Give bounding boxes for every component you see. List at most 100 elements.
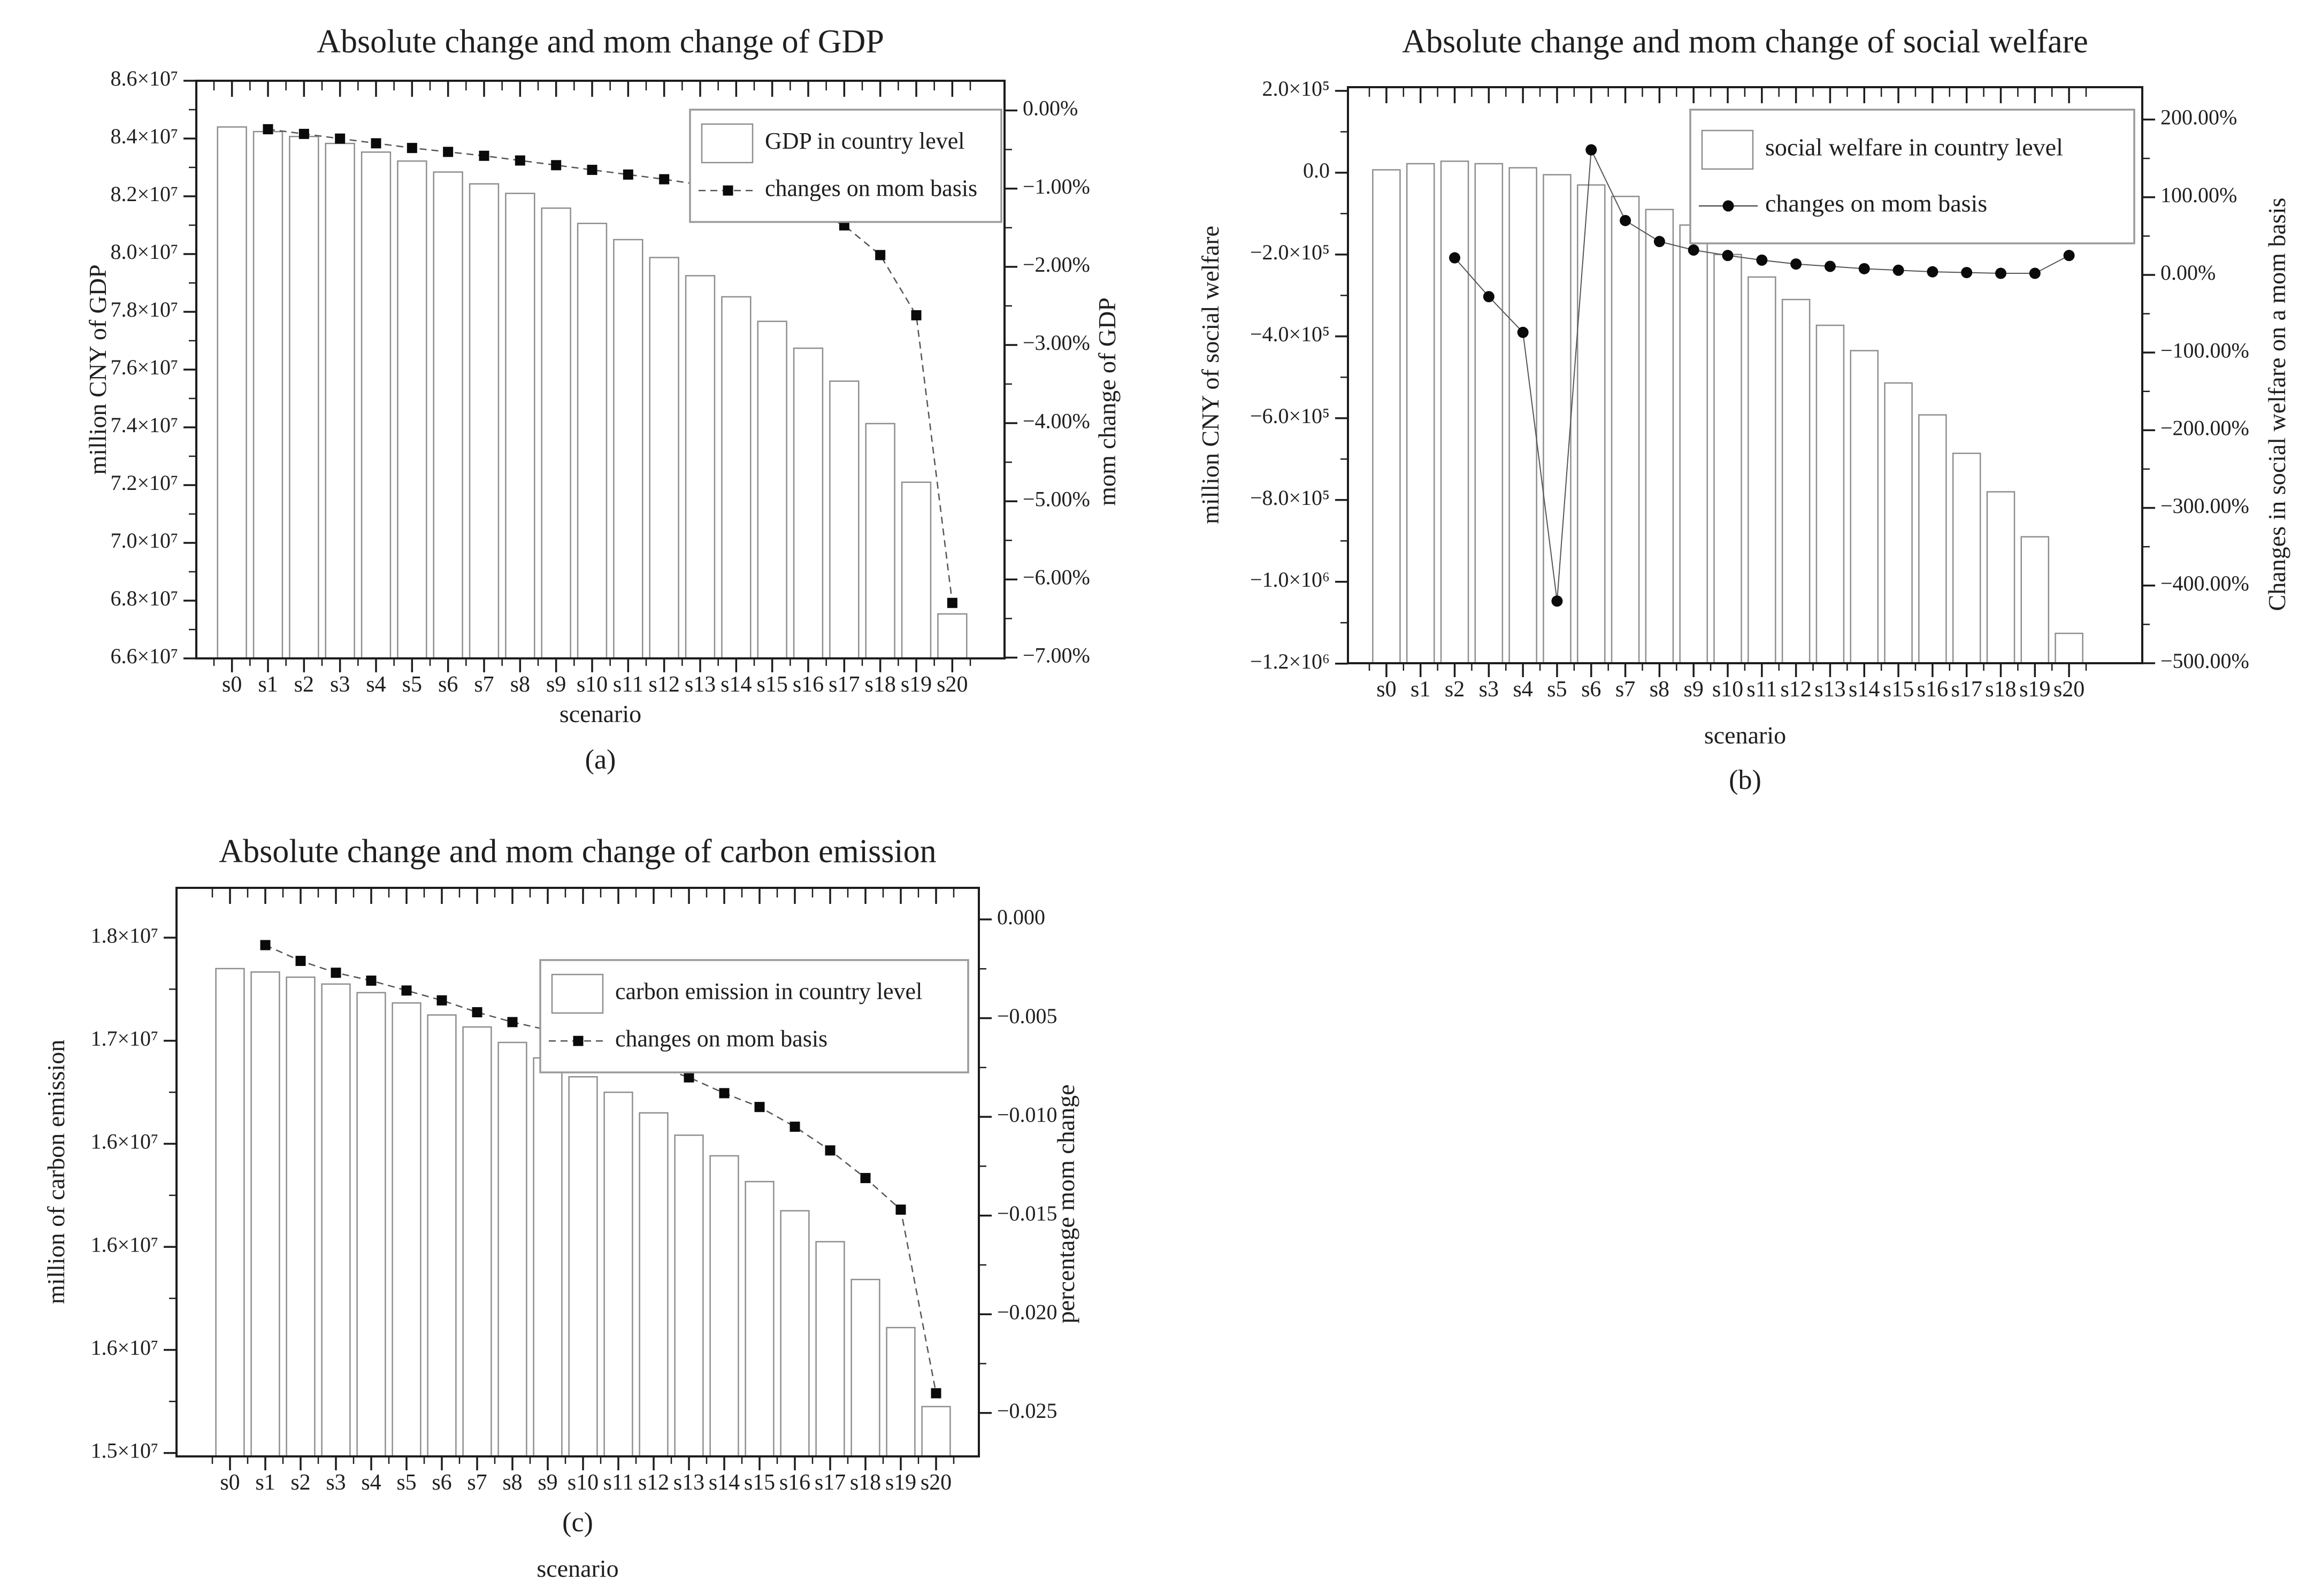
mom-marker-s5: [407, 143, 417, 154]
x-tick-label: s8: [510, 672, 530, 697]
mom-marker-s9: [1688, 244, 1699, 256]
mom-marker-s3: [1483, 291, 1495, 303]
x-tick-label: s2: [1445, 677, 1465, 702]
mom-marker-s18: [860, 1173, 871, 1184]
mom-marker-s6: [1585, 144, 1597, 156]
bar-s13: [685, 275, 716, 659]
bar-s12: [1781, 298, 1811, 664]
legend-label-bars: social welfare in country level: [1765, 134, 2063, 161]
mom-marker-s1: [263, 124, 273, 135]
legend-bar-swatch: [701, 123, 754, 164]
mom-marker-s2: [1449, 252, 1461, 264]
y-left-tick-label: 7.2×10⁷: [110, 471, 178, 495]
mom-marker-s9: [551, 160, 562, 171]
bar-s9: [1679, 224, 1708, 664]
bar-s16: [780, 1210, 810, 1457]
bar-s20: [921, 1406, 951, 1457]
x-tick-label: s5: [1547, 677, 1567, 702]
x-tick-label: s13: [1814, 677, 1845, 702]
y-left-tick-label: 1.6×10⁷: [90, 1232, 158, 1256]
x-tick-label: s10: [568, 1470, 599, 1495]
bar-s16: [1918, 414, 1947, 664]
legend-label-bars: carbon emission in country level: [615, 978, 922, 1004]
mom-marker-s18: [1995, 267, 2006, 279]
x-tick-label: s6: [1581, 677, 1601, 702]
bar-s8: [1645, 209, 1674, 664]
x-tick-label: s17: [829, 672, 860, 697]
legend-marker-circle: [1722, 200, 1734, 212]
x-tick-label: s2: [294, 672, 314, 697]
gdp-chart-plot: Absolute change and mom change of GDP 8.6…: [84, 24, 1121, 697]
mom-marker-s7: [472, 1007, 482, 1018]
y-left-tick-label: 8.6×10⁷: [110, 66, 178, 90]
bar-s11: [613, 239, 643, 659]
y-left-tick-label: 1.8×10⁷: [90, 923, 158, 947]
x-tick-label: s3: [1479, 677, 1499, 702]
x-tick-label: s19: [901, 672, 932, 697]
mom-marker-s19: [911, 310, 922, 320]
x-tick-label: s20: [921, 1470, 952, 1495]
x-tick-label: s5: [396, 1470, 416, 1495]
bar-s6: [1576, 184, 1606, 664]
bar-s10: [577, 222, 608, 659]
x-tick-label: s9: [546, 672, 566, 697]
mom-marker-s13: [684, 1072, 694, 1083]
chart-panel-carbon-emission: Absolute change and mom change of carbon…: [43, 818, 1204, 1596]
x-tick-label: s12: [1780, 677, 1811, 702]
x-tick-label: s14: [709, 1470, 740, 1495]
x-tick-label: s3: [330, 672, 350, 697]
y-right-tick-label: −3.00%: [1023, 331, 1090, 355]
carbon-emission-chart-plot: Absolute change and mom change of carbon…: [43, 833, 1079, 1495]
y-right-tick-label: 0.000: [997, 905, 1045, 929]
y-right-tick-label: −0.010: [997, 1102, 1057, 1126]
x-tick-label: s11: [613, 672, 643, 697]
mom-marker-s11: [1756, 254, 1768, 266]
x-tick-label: s14: [721, 672, 752, 697]
x-tick-label: s9: [1684, 677, 1704, 702]
x-tick-label: s7: [1615, 677, 1635, 702]
bar-s10: [1713, 254, 1742, 664]
legend-label-bars: GDP in country level: [765, 128, 965, 154]
bar-s7: [469, 183, 500, 659]
bar-s1: [252, 131, 283, 659]
bar-s8: [497, 1041, 527, 1457]
chart-title: Absolute change and mom change of social…: [1402, 24, 2088, 60]
bar-s11: [1748, 276, 1776, 664]
bar-s17: [815, 1241, 845, 1457]
y-left-tick-label: 8.4×10⁷: [110, 124, 178, 148]
y-right-tick-label: −200.00%: [2160, 416, 2249, 440]
x-tick-label: s3: [326, 1470, 346, 1495]
mom-marker-s19: [895, 1204, 906, 1215]
bar-s12: [639, 1112, 669, 1457]
bar-s1: [1406, 163, 1435, 664]
bar-s19: [886, 1326, 916, 1457]
y-right-tick-label: −7.00%: [1023, 643, 1090, 667]
y-left-tick-label: 1.6×10⁷: [90, 1130, 158, 1154]
bar-s20: [2055, 632, 2083, 664]
bar-s14: [709, 1155, 739, 1457]
mom-marker-s10: [1722, 250, 1734, 262]
legend-bar-swatch: [551, 973, 604, 1014]
bar-s6: [427, 1014, 457, 1457]
bar-s3: [325, 142, 355, 659]
social-welfare-chart-plot: Absolute change and mom change of social…: [1197, 24, 2290, 702]
legend-box: [539, 959, 969, 1073]
bar-s18: [1986, 491, 2016, 664]
bar-s0: [215, 968, 245, 1457]
mom-marker-s19: [2029, 267, 2041, 279]
bar-s0: [217, 126, 247, 659]
x-tick-label: s9: [538, 1470, 557, 1495]
mom-marker-s16: [1927, 266, 1938, 278]
x-tick-label: s0: [220, 1470, 240, 1495]
y-right-tick-label: −5.00%: [1023, 487, 1090, 511]
x-tick-label: s12: [638, 1470, 669, 1495]
x-tick-label: s17: [1951, 677, 1982, 702]
mom-marker-s12: [659, 174, 670, 185]
mom-marker-s8: [507, 1017, 518, 1027]
bar-s15: [1884, 382, 1913, 664]
y-left-tick-label: 7.0×10⁷: [110, 528, 178, 553]
bar-s7: [1611, 195, 1640, 664]
x-tick-label: s19: [2019, 677, 2050, 702]
x-tick-label: s12: [648, 672, 679, 697]
legend-label-line: changes on mom basis: [765, 175, 977, 201]
